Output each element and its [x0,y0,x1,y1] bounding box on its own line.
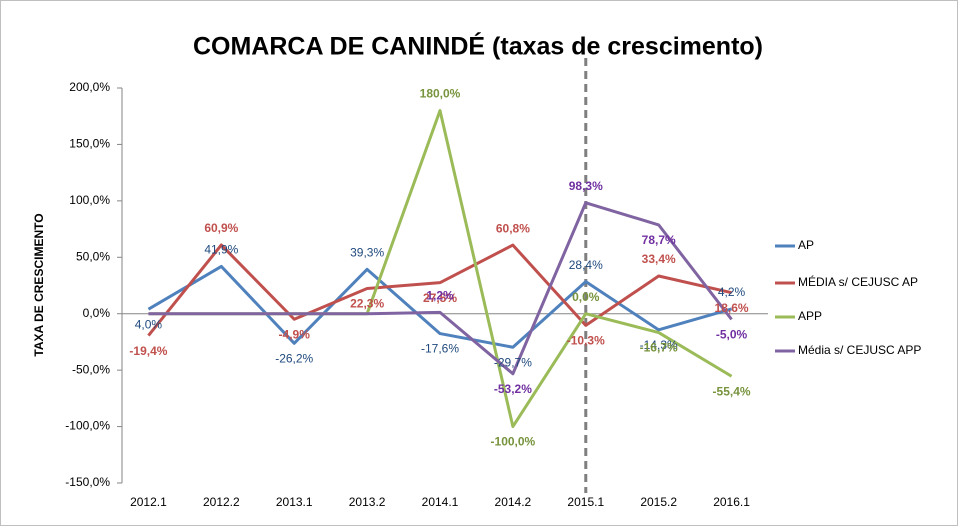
data-label: 33,4% [642,252,676,266]
data-label: 60,9% [204,221,238,235]
data-label: -10,3% [567,334,605,348]
y-tick-label: -150,0% [65,475,110,489]
data-label: -26,2% [275,351,313,365]
legend-label: APP [798,309,822,323]
legend-label: MÉDIA s/ CEJUSC AP [798,274,918,289]
data-label: 98,3% [569,179,603,193]
data-label: 0,0% [572,290,600,304]
data-label: 41,9% [204,243,238,257]
y-tick-label: 200,0% [69,80,110,94]
legend-label: Média s/ CEJUSC APP [798,343,921,357]
legend-label: AP [798,238,814,252]
y-tick-label: 50,0% [76,249,110,263]
y-tick-label: 0,0% [83,306,111,320]
series-line [148,201,733,376]
data-label: 78,7% [642,233,676,247]
y-tick-label: -100,0% [65,419,110,433]
x-tick-label: 2014.1 [422,495,459,509]
data-label: 18,6% [715,301,749,315]
data-label: 4,0% [135,317,163,331]
data-label: 60,8% [496,221,530,235]
data-label: 39,3% [350,246,384,260]
chart-title: COMARCA DE CANINDÉ (taxas de crescimento… [193,32,763,61]
data-label: -16,7% [640,341,678,355]
x-tick-label: 2013.2 [349,495,386,509]
x-tick-label: 2012.1 [130,495,167,509]
data-label: -4,9% [279,327,311,341]
x-tick-label: 2015.2 [640,495,677,509]
x-tick-label: 2013.1 [276,495,313,509]
y-axis-label: TAXA DE CRESCIMENTO [32,213,46,356]
data-label: -29,7% [494,355,532,369]
y-tick-label: 150,0% [69,137,110,151]
series-line [147,264,732,349]
y-tick-label: -50,0% [72,362,110,376]
data-label: 180,0% [420,87,461,101]
data-label: -14,3% [640,338,678,352]
x-tick-label: 2016.1 [713,495,750,509]
data-label: 27,5% [423,291,457,305]
data-label: 4,2% [718,285,746,299]
x-tick-label: 2012.2 [203,495,240,509]
data-label: -100,0% [491,435,536,449]
x-tick-label: 2014.2 [495,495,532,509]
data-label: -5,0% [716,328,748,342]
y-tick-label: 100,0% [69,193,110,207]
data-label: -53,2% [494,382,532,396]
data-label: 1,2% [426,289,454,303]
data-label: 22,3% [350,297,384,311]
data-label: 28,4% [569,258,603,272]
series-line [147,243,732,337]
data-label: -17,6% [421,342,459,356]
x-tick-label: 2015.1 [567,495,604,509]
data-label: -19,4% [129,344,167,358]
data-label: -55,4% [713,384,751,398]
